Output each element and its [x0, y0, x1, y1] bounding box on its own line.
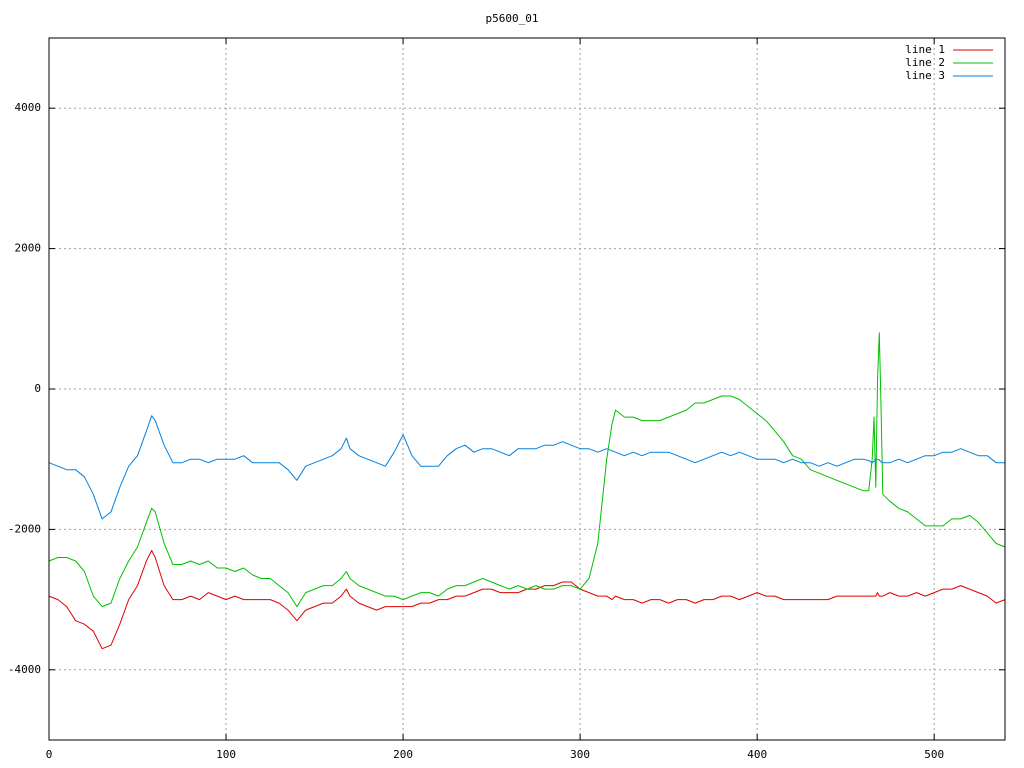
plot-lines	[48, 332, 1006, 650]
x-tick-label: 300	[570, 748, 590, 761]
y-tick-label: -4000	[8, 663, 41, 676]
chart-title: p5600_01	[486, 12, 539, 25]
data-line	[48, 332, 1006, 608]
x-tick-label: 500	[924, 748, 944, 761]
legend-label: line 1	[905, 43, 945, 56]
y-tick-label: 4000	[15, 101, 42, 114]
legend-label: line 3	[905, 69, 945, 82]
data-line	[48, 415, 1005, 520]
x-tick-label: 200	[393, 748, 413, 761]
y-tick-label: 0	[34, 382, 41, 395]
legend-label: line 2	[905, 56, 945, 69]
x-tick-label: 0	[46, 748, 53, 761]
y-tick-label: 2000	[15, 242, 42, 255]
labels: -4000 -2000 0 2000 4000 0 100 200 300 400 500 line …	[8, 38, 1005, 761]
x-tick-label: 100	[216, 748, 236, 761]
x-tick-label: 400	[747, 748, 767, 761]
y-tick-label: -2000	[8, 522, 41, 535]
data-line	[48, 550, 1006, 650]
